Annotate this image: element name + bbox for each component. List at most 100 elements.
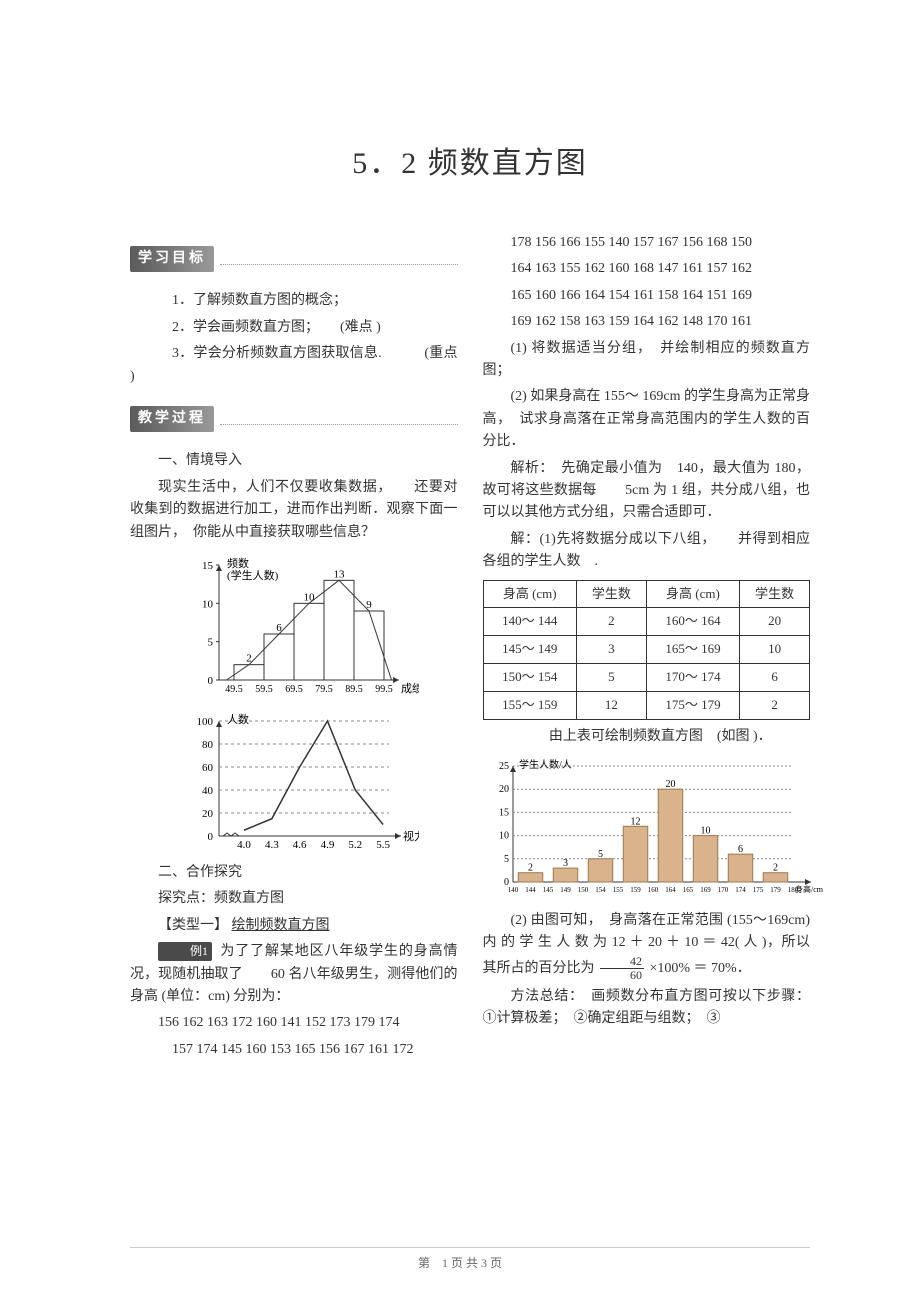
svg-text:12: 12 xyxy=(630,816,640,827)
svg-text:10: 10 xyxy=(700,826,710,837)
data-row-6: 169 162 158 163 159 164 162 148 170 161 xyxy=(483,311,811,333)
svg-text:视力: 视力 xyxy=(403,829,419,843)
svg-text:40: 40 xyxy=(202,785,214,797)
svg-text:20: 20 xyxy=(665,779,675,790)
right-column: 178 156 166 155 140 157 167 156 168 150 … xyxy=(483,228,811,1065)
table-cell: 3 xyxy=(576,636,646,664)
svg-text:49.5: 49.5 xyxy=(225,684,243,695)
table-row: 150～ 1545170～ 1746 xyxy=(483,663,810,691)
svg-text:成绩/分: 成绩/分 xyxy=(401,682,419,695)
analysis-1: 解析： 先确定最小值为 140，最大值为 180，故可将这些数据每 5cm 为 … xyxy=(483,458,811,525)
table-cell: 175～ 179 xyxy=(646,691,739,719)
table-header: 身高 (cm) xyxy=(483,580,576,608)
svg-text:4.0: 4.0 xyxy=(237,839,251,851)
after-table-text: 由上表可绘制频数直方图 (如图 )． xyxy=(483,726,811,748)
table-cell: 155～ 159 xyxy=(483,691,576,719)
table-header: 学生数 xyxy=(576,580,646,608)
table-cell: 165～ 169 xyxy=(646,636,739,664)
svg-text:25: 25 xyxy=(499,761,509,772)
chart-2: 2040608010004.04.34.64.95.25.5人数视力 xyxy=(169,706,419,856)
svg-text:160: 160 xyxy=(647,886,658,894)
data-row-1: 156 162 163 172 160 141 152 173 179 174 xyxy=(130,1012,458,1034)
data-row-2: 157 174 145 160 153 165 156 167 161 172 xyxy=(130,1039,458,1061)
context-paragraph: 现实生活中，人们不仅要收集数据， 还要对收集到的数据进行加工，进而作出判断．观察… xyxy=(130,477,458,544)
svg-text:20: 20 xyxy=(202,808,214,820)
svg-text:145: 145 xyxy=(542,886,553,894)
table-cell: 140～ 144 xyxy=(483,608,576,636)
solution-2-pre: (2) 由图可知， 身高落在正常范围 (155～169cm) 内 的 学 生 人… xyxy=(483,913,811,976)
method-summary: 方法总结： 画频数分布直方图可按以下步骤：①计算极差； ②确定组距与组数； ③ xyxy=(483,986,811,1031)
svg-text:2: 2 xyxy=(528,863,533,874)
table-row: 140～ 1442160～ 16420 xyxy=(483,608,810,636)
svg-text:150: 150 xyxy=(577,886,588,894)
svg-text:5.5: 5.5 xyxy=(376,839,390,851)
svg-text:164: 164 xyxy=(665,886,676,894)
svg-text:10: 10 xyxy=(202,598,214,610)
table-row: 145～ 1493165～ 16910 xyxy=(483,636,810,664)
svg-text:99.5: 99.5 xyxy=(375,684,393,695)
dotted-line xyxy=(220,254,458,265)
svg-text:0: 0 xyxy=(207,675,213,687)
svg-text:(学生人数): (学生人数) xyxy=(227,568,279,582)
svg-text:4.3: 4.3 xyxy=(265,839,279,851)
question-2: (2) 如果身高在 155～ 169cm 的学生身高为正常身高， 试求身高落在正… xyxy=(483,386,811,453)
svg-text:0: 0 xyxy=(207,831,213,843)
svg-text:5: 5 xyxy=(207,637,213,649)
svg-text:3: 3 xyxy=(563,858,568,869)
type-1-label: 【类型一】 xyxy=(158,918,228,933)
goal-1: 1．了解频数直方图的概念； xyxy=(130,290,458,312)
svg-text:60: 60 xyxy=(202,762,214,774)
svg-text:5: 5 xyxy=(504,854,509,865)
svg-text:170: 170 xyxy=(717,886,728,894)
table-cell: 6 xyxy=(740,663,810,691)
table-cell: 2 xyxy=(740,691,810,719)
fraction-numerator: 42 xyxy=(600,955,644,969)
svg-text:人数: 人数 xyxy=(227,713,249,726)
svg-text:149: 149 xyxy=(560,886,571,894)
page-number: 第 1 页 共 3 页 xyxy=(418,1256,502,1270)
table-cell: 145～ 149 xyxy=(483,636,576,664)
svg-text:174: 174 xyxy=(735,886,746,894)
svg-text:频数: 频数 xyxy=(227,556,249,570)
svg-text:144: 144 xyxy=(525,886,536,894)
svg-text:5.2: 5.2 xyxy=(348,839,362,851)
dotted-line xyxy=(220,414,458,425)
type-1-title: 绘制频数直方图 xyxy=(232,918,330,933)
svg-text:13: 13 xyxy=(333,568,345,580)
page-title: 5．2 频数直方图 xyxy=(130,140,810,188)
svg-text:175: 175 xyxy=(752,886,763,894)
goal-2: 2．学会画频数直方图； (难点 ) xyxy=(130,317,458,339)
heading-coop: 二、合作探究 xyxy=(130,862,458,884)
svg-text:2: 2 xyxy=(773,863,778,874)
svg-text:179: 179 xyxy=(770,886,781,894)
svg-text:身高/cm: 身高/cm xyxy=(795,884,823,894)
svg-text:169: 169 xyxy=(700,886,711,894)
svg-text:5: 5 xyxy=(598,849,603,860)
svg-text:69.5: 69.5 xyxy=(285,684,303,695)
data-row-4: 164 163 155 162 160 168 147 161 157 162 xyxy=(483,258,811,280)
svg-text:15: 15 xyxy=(499,807,509,818)
left-column: 学习目标 1．了解频数直方图的概念； 2．学会画频数直方图； (难点 ) 3．学… xyxy=(130,228,458,1065)
svg-text:15: 15 xyxy=(202,560,214,572)
svg-text:159: 159 xyxy=(630,886,641,894)
svg-text:10: 10 xyxy=(303,591,315,603)
example-label: 例1 xyxy=(158,942,212,961)
chart-3: 0510152025235122010621401441451491501541… xyxy=(483,754,823,904)
svg-text:140: 140 xyxy=(507,886,518,894)
data-row-3: 178 156 166 155 140 157 167 156 168 150 xyxy=(483,232,811,254)
svg-text:79.5: 79.5 xyxy=(315,684,333,695)
table-cell: 12 xyxy=(576,691,646,719)
svg-text:4.6: 4.6 xyxy=(293,839,307,851)
fraction-denominator: 60 xyxy=(600,969,644,982)
svg-text:4.9: 4.9 xyxy=(320,839,334,851)
table-cell: 150～ 154 xyxy=(483,663,576,691)
table-cell: 160～ 164 xyxy=(646,608,739,636)
table-cell: 10 xyxy=(740,636,810,664)
data-row-5: 165 160 166 164 154 161 158 164 151 169 xyxy=(483,285,811,307)
svg-text:155: 155 xyxy=(612,886,623,894)
svg-text:10: 10 xyxy=(499,831,509,842)
table-header: 学生数 xyxy=(740,580,810,608)
svg-text:80: 80 xyxy=(202,739,214,751)
heading-context: 一、情境导入 xyxy=(130,450,458,472)
svg-text:学生人数/人: 学生人数/人 xyxy=(519,758,572,771)
